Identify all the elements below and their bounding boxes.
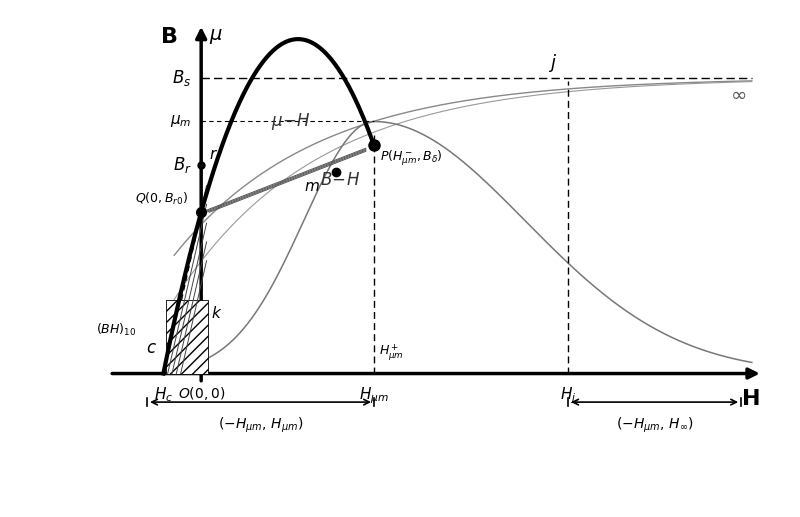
Text: $j$: $j$ — [549, 52, 558, 74]
Text: $\mu_m$: $\mu_m$ — [170, 114, 191, 129]
Text: $H_c$: $H_c$ — [154, 385, 173, 404]
Text: $\mathbf{B}$: $\mathbf{B}$ — [159, 27, 177, 48]
Text: $H_{\mu m}$: $H_{\mu m}$ — [359, 385, 389, 406]
Text: $B\!-\!H$: $B\!-\!H$ — [320, 171, 361, 189]
Text: $P(H_{\mu m}^-,B_\delta)$: $P(H_{\mu m}^-,B_\delta)$ — [380, 148, 443, 168]
Text: $(BH)_{10}$: $(BH)_{10}$ — [96, 322, 136, 338]
Text: $\mathbf{H}$: $\mathbf{H}$ — [742, 389, 760, 408]
Text: $k$: $k$ — [211, 305, 222, 321]
Text: $B_r$: $B_r$ — [173, 155, 191, 175]
Text: $Q(0,B_{r0})$: $Q(0,B_{r0})$ — [134, 191, 188, 207]
Text: $(-H_{\mu m},\,H_{\infty})$: $(-H_{\mu m},\,H_{\infty})$ — [616, 416, 694, 435]
Text: $\mu\!-\!H$: $\mu\!-\!H$ — [271, 111, 311, 132]
Text: $m$: $m$ — [304, 179, 320, 194]
Text: $H_j$: $H_j$ — [560, 385, 577, 406]
Text: $c$: $c$ — [146, 339, 157, 357]
Text: $r$: $r$ — [210, 147, 218, 162]
Text: $O(0,0)$: $O(0,0)$ — [178, 385, 225, 402]
Text: $(-H_{\mu m},\,H_{\mu m})$: $(-H_{\mu m},\,H_{\mu m})$ — [218, 416, 303, 435]
Text: $\infty$: $\infty$ — [730, 85, 746, 104]
Text: $\mu$: $\mu$ — [210, 27, 223, 47]
Text: $B_s$: $B_s$ — [172, 68, 191, 88]
Polygon shape — [166, 299, 208, 373]
Text: $H_{\mu m}^+$: $H_{\mu m}^+$ — [379, 343, 404, 363]
